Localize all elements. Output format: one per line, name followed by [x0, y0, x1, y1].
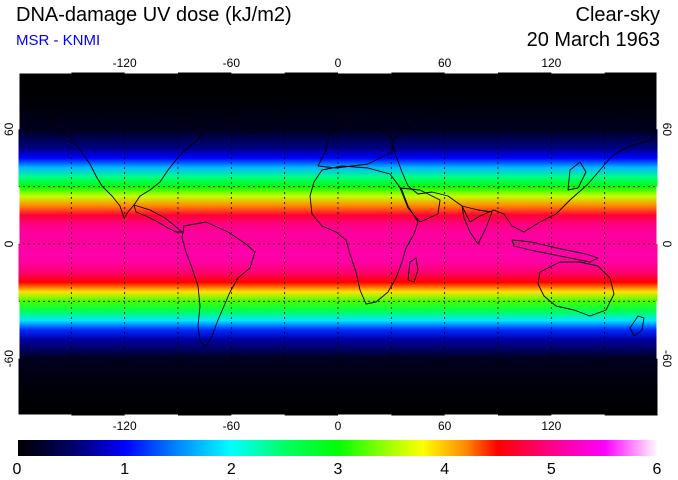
source-label: MSR - KNMI	[16, 32, 101, 49]
lat-tick-label-right: 60	[660, 123, 674, 137]
lat-tick-label-right: 0	[660, 241, 674, 248]
colorbar-tick-label: 2	[227, 461, 236, 478]
lon-tick-label-bottom: 0	[335, 419, 342, 433]
lat-tick-label-left: 0	[2, 240, 16, 247]
lon-tick-label-top: -60	[223, 56, 241, 70]
arabia-outline	[399, 187, 441, 223]
lon-tick-label-bottom: 60	[438, 419, 452, 433]
axis-labels: -120 -120 -60 -60 0 0 60 60 120 120 60 60 0 0 -60 -60	[2, 56, 674, 433]
india-outline	[461, 205, 493, 245]
lon-tick-label-top: 60	[438, 56, 452, 70]
colorbar-tick-label: 5	[547, 461, 556, 478]
africa-outline	[309, 165, 419, 305]
madagascar-outline	[407, 257, 419, 283]
australia-outline	[537, 261, 615, 317]
colorbar	[18, 440, 658, 456]
colorbar-tick-label: 4	[440, 461, 449, 478]
lon-tick-label-top: 0	[335, 56, 342, 70]
lon-tick-label-top: 120	[541, 56, 561, 70]
new-zealand-outline	[629, 315, 645, 337]
continents	[18, 83, 658, 405]
colorbar-tick-label: 6	[653, 461, 662, 478]
colorbar-tick-label: 1	[120, 461, 129, 478]
central-america-outline	[133, 204, 183, 233]
frame-ticks	[16, 70, 660, 418]
lon-tick-label-bottom: 120	[541, 419, 561, 433]
europe-outline	[317, 121, 395, 169]
sky-condition-label: Clear-sky	[575, 4, 660, 26]
graticule	[18, 72, 658, 416]
lat-tick-label-right: -60	[660, 350, 674, 368]
north-america-outline	[47, 107, 206, 219]
colorbar-ticks: 0 1 2 3 4 5 6	[13, 461, 662, 478]
colorbar-tick-label: 3	[334, 461, 343, 478]
antarctica-outline	[18, 395, 658, 405]
lon-tick-label-bottom: -120	[113, 419, 137, 433]
asia-outline	[391, 99, 658, 233]
lat-tick-label-left: -60	[2, 350, 16, 368]
lat-tick-label-left: 60	[2, 122, 16, 136]
map-title: DNA-damage UV dose (kJ/m2)	[16, 4, 292, 26]
colorbar-tick-label: 0	[13, 461, 22, 478]
south-america-outline	[181, 221, 256, 347]
lon-tick-label-bottom: -60	[223, 419, 241, 433]
indonesia-outline	[511, 239, 599, 263]
greenland-outline	[231, 83, 287, 135]
lon-tick-label-top: -120	[113, 56, 137, 70]
date-label: 20 March 1963	[526, 29, 660, 51]
